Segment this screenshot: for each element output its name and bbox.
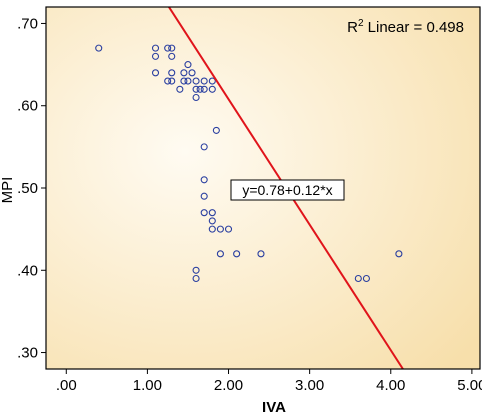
x-tick-label: 2.00 [214,377,243,394]
y-tick-label: .70 [17,15,38,32]
y-tick-label: .30 [17,345,38,362]
fit-equation-label: y=0.78+0.12*x [242,182,332,198]
x-tick-label: 1.00 [133,377,162,394]
y-tick-label: .40 [17,262,38,279]
y-tick-label: .50 [17,180,38,197]
y-axis-label: MPI [0,177,16,204]
fit-equation-box: y=0.78+0.12*x [231,180,344,200]
x-tick-label: .00 [56,377,77,394]
y-tick-label: .60 [17,98,38,115]
x-tick-label: 5.00 [457,377,482,394]
x-tick-label: 3.00 [295,377,324,394]
r2-label: R2 Linear = 0.498 [347,18,464,36]
x-tick-label: 4.00 [376,377,405,394]
x-axis-label: IVA [262,399,286,416]
